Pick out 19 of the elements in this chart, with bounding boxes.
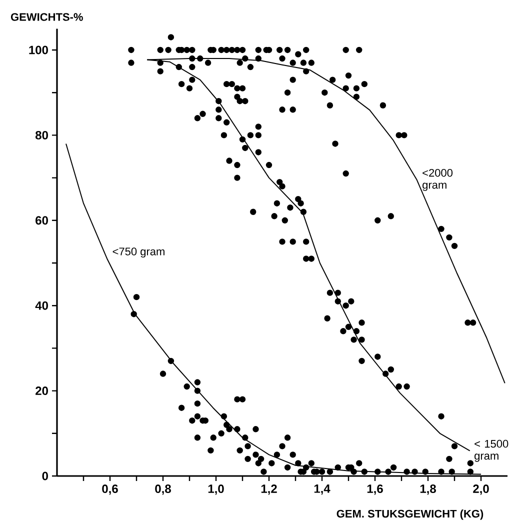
y-axis-title: GEWICHTS-% (10, 13, 83, 21)
series-label: <750 gram (112, 248, 164, 258)
y-tick-label: 20 (36, 386, 48, 396)
x-tick-label: 0,8 (155, 484, 171, 495)
series-label: < 1500 gram (474, 440, 508, 462)
x-tick-label: 0,6 (102, 484, 118, 495)
x-tick-label: 1,0 (208, 484, 224, 495)
x-axis-title: GEM. STUKSGEWICHT (KG) (336, 510, 484, 520)
y-tick-label: 0 (42, 472, 48, 480)
x-tick-label: 1,6 (367, 484, 383, 495)
x-tick-label: 1,2 (261, 484, 277, 495)
y-tick-label: 100 (29, 46, 48, 54)
x-tick-label: 1,4 (314, 484, 330, 495)
series-label: <2000 gram (422, 168, 453, 191)
x-tick-label: 2,0 (473, 484, 489, 495)
y-tick-label: 80 (35, 130, 48, 140)
y-tick-label: 40 (35, 301, 48, 310)
x-tick-label: 1,8 (420, 484, 436, 495)
y-tick-label: 60 (36, 216, 48, 225)
